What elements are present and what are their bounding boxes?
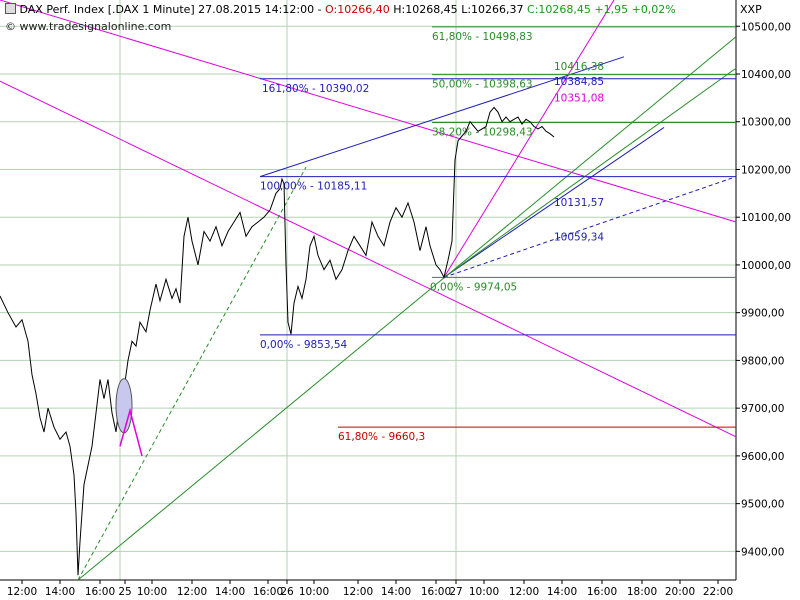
fib-level-label: 50,00% - 10398,63 bbox=[432, 79, 533, 91]
annotation-label: 10416,38 bbox=[554, 61, 604, 73]
high-value: H:10268,45 bbox=[393, 3, 458, 16]
x-tick-label: 20:00 bbox=[665, 586, 695, 598]
fib-level-label: 0,00% - 9853,54 bbox=[260, 339, 348, 351]
y-tick-label: 10400,00 bbox=[741, 69, 791, 81]
x-tick-label: 27 bbox=[449, 586, 462, 598]
y-tick-label: 9600,00 bbox=[741, 451, 784, 463]
trendline bbox=[0, 0, 737, 223]
y-tick-label: 10500,00 bbox=[741, 21, 791, 33]
fib-level-label: 161,80% - 10390,02 bbox=[262, 83, 369, 95]
copyright: © www.tradesignalonline.com bbox=[5, 20, 172, 33]
x-tick-label: 22:00 bbox=[703, 586, 733, 598]
fib-level-label: 100,00% - 10185,11 bbox=[260, 181, 367, 193]
change-value: +1,95 +0,02% bbox=[594, 3, 676, 16]
x-tick-label: 16:00 bbox=[253, 586, 283, 598]
close-value: C:10268,45 bbox=[527, 3, 591, 16]
annotation-label: 10384,85 bbox=[554, 76, 604, 88]
x-tick-label: 10:00 bbox=[299, 586, 329, 598]
symbol-label: XXP bbox=[740, 3, 762, 16]
low-value: L:10266,37 bbox=[461, 3, 524, 16]
y-tick-label: 10000,00 bbox=[741, 260, 791, 272]
y-tick-label: 9500,00 bbox=[741, 499, 784, 511]
annotation-label: 10351,08 bbox=[554, 92, 604, 104]
x-tick-label: 16:00 bbox=[421, 586, 451, 598]
trendline bbox=[443, 127, 665, 278]
chart-title: DAX Perf. Index [.DAX 1 Minute] 27.08.20… bbox=[19, 3, 322, 16]
x-tick-label: 14:00 bbox=[215, 586, 245, 598]
x-tick-label: 16:00 bbox=[587, 586, 617, 598]
y-tick-label: 10100,00 bbox=[741, 212, 791, 224]
x-tick-label: 12:00 bbox=[177, 586, 207, 598]
x-tick-label: 26 bbox=[280, 586, 294, 598]
x-tick-label: 18:00 bbox=[627, 586, 657, 598]
trendline bbox=[443, 0, 615, 278]
trendline bbox=[77, 166, 307, 581]
x-tick-label: 25 bbox=[118, 586, 131, 598]
x-tick-label: 10:00 bbox=[469, 586, 499, 598]
trendline bbox=[77, 36, 737, 581]
x-tick-label: 12:00 bbox=[343, 586, 373, 598]
annotation-label: 10059,34 bbox=[554, 232, 604, 244]
instrument-icon bbox=[5, 3, 16, 14]
highlight-ellipse bbox=[115, 378, 133, 434]
open-value: O:10266,40 bbox=[325, 3, 390, 16]
x-tick-label: 14:00 bbox=[45, 586, 75, 598]
x-tick-label: 16:00 bbox=[85, 586, 115, 598]
x-tick-label: 12:00 bbox=[7, 586, 37, 598]
x-tick-label: 14:00 bbox=[547, 586, 577, 598]
annotation-label: 10131,57 bbox=[554, 197, 604, 209]
fib-level-label: 38,20% - 10298,43 bbox=[432, 126, 533, 138]
x-tick-label: 14:00 bbox=[381, 586, 411, 598]
y-tick-label: 10300,00 bbox=[741, 117, 791, 129]
y-tick-label: 10200,00 bbox=[741, 164, 791, 176]
x-tick-label: 12:00 bbox=[509, 586, 539, 598]
y-tick-label: 9400,00 bbox=[741, 546, 784, 558]
fib-level-label: 61,80% - 10498,83 bbox=[432, 31, 533, 43]
x-tick-label: 10:00 bbox=[137, 586, 167, 598]
y-tick-label: 9800,00 bbox=[741, 355, 784, 367]
trendline bbox=[0, 80, 737, 438]
fib-level-label: 0,00% - 9974,05 bbox=[430, 281, 517, 293]
fib-level-label: 61,80% - 9660,3 bbox=[338, 431, 425, 443]
trendline bbox=[443, 67, 737, 278]
marker-lines bbox=[119, 407, 143, 457]
trendline bbox=[259, 56, 625, 178]
trendline bbox=[443, 177, 733, 278]
chart-header: DAX Perf. Index [.DAX 1 Minute] 27.08.20… bbox=[5, 3, 676, 16]
y-tick-label: 9900,00 bbox=[741, 308, 784, 320]
y-tick-label: 9700,00 bbox=[741, 403, 784, 415]
price-series bbox=[0, 106, 555, 576]
